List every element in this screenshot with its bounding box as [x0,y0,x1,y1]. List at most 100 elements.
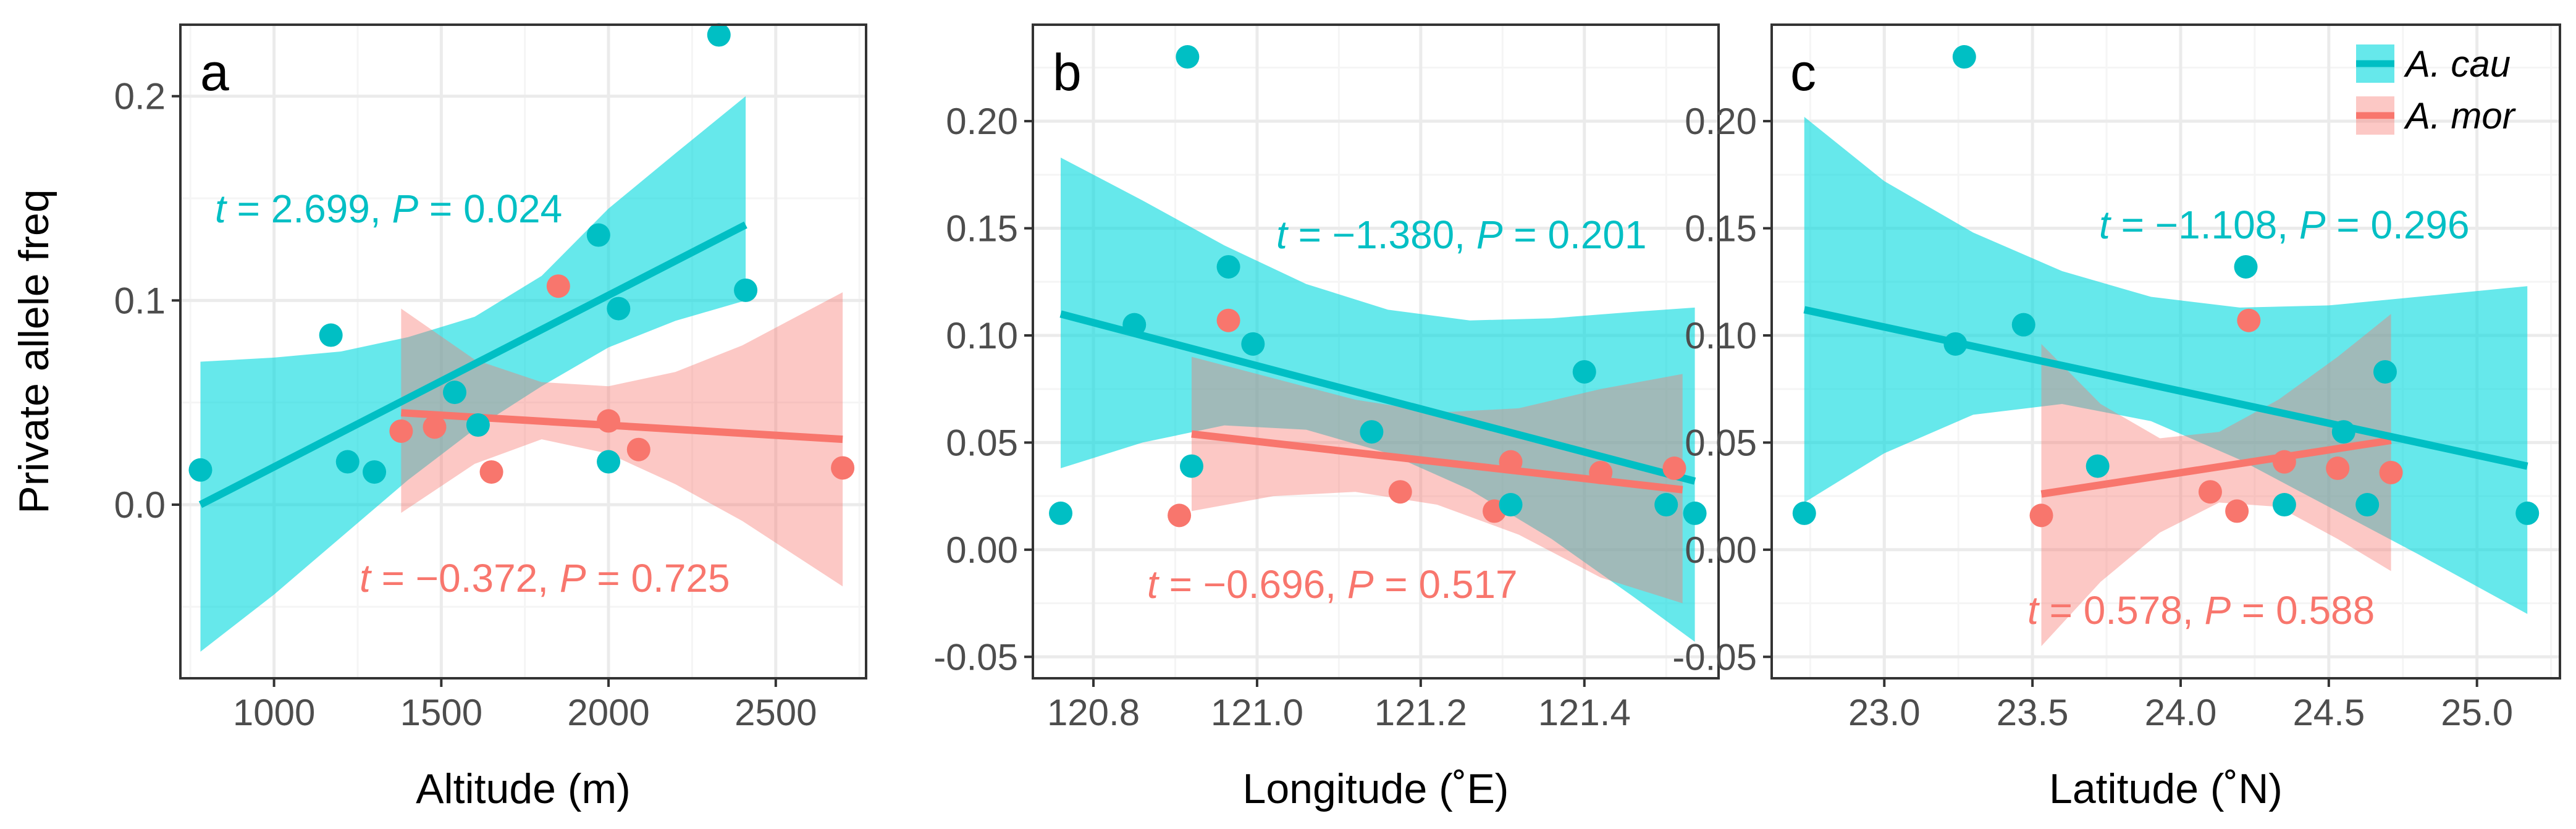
panel-c-point-mor [2326,457,2350,481]
panel-a-y-tick-label: 0.1 [114,280,166,321]
panel-c-point-cau [2331,420,2355,444]
panel-b-x-tick-label: 121.4 [1538,692,1631,733]
panel-a-point-mor [389,419,413,443]
panel-a-x-tick-label: 2000 [567,692,649,733]
panel-a-point-cau [707,23,731,47]
panel-c-x-tick-label: 23.0 [1848,692,1921,733]
panel-a-point-cau [443,381,466,405]
panel-b-y-tick-label: 0.15 [946,208,1018,250]
panel-c-point-cau [2086,454,2110,478]
panel-a: 1000 1500 2000 2500 0.0 0.1 0.2 a t = 2.699, P… [11,23,867,812]
panel-b-point-cau [1360,420,1384,444]
panel-a-x-tick-label: 2500 [734,692,817,733]
panel-c-x-tick-label: 24.5 [2292,692,2365,733]
panel-b-point-cau [1572,360,1596,384]
panel-b-point-cau [1216,255,1240,279]
panel-b-y-tick-label: 0.10 [946,315,1018,356]
panel-b-x-axis-title: Longitude (˚E) [1243,765,1509,812]
panel-c-x-tick-label: 25.0 [2441,692,2513,733]
panel-b-point-cau [1499,493,1523,517]
panel-a-y-axis-title: Private allele freq [11,189,57,513]
panel-a-point-mor [423,415,447,439]
panel-b-x-tick-label: 121.2 [1374,692,1467,733]
panel-c-cau-annotation: t = −1.108, P = 0.296 [2099,203,2470,247]
panel-a-point-cau [586,223,610,247]
panel-c-y-tick-label: -0.05 [1672,636,1757,678]
panel-b-point-mor [1168,503,1192,528]
panel-c-point-cau [1943,332,1968,356]
panel-c-point-cau [2272,493,2296,517]
panel-a-band-mor [401,292,843,587]
panel-a-point-mor [479,460,503,484]
panel-c-point-cau [2515,501,2540,525]
panel-a-x-tick-label: 1000 [233,692,315,733]
panel-a-point-mor [597,409,621,433]
panel-a-point-mor [546,274,570,298]
panel-c: 23.0 23.5 24.0 24.5 25.0 -0.05 0.00 0.05 0.10 0.1… [1672,23,2561,812]
panel-c-y-tick-label: 0.00 [1685,529,1757,571]
panel-b-point-cau [1179,454,1203,478]
panel-b-point-cau [1241,332,1265,356]
panel-c-y-tick-label: 0.20 [1685,101,1757,142]
panel-c-border [1770,23,2561,680]
panel-c-point-mor [2198,480,2222,504]
panel-c-band-mor [2041,314,2391,646]
panel-c-point-cau [2234,255,2258,279]
panel-b-y-tick-label: 0.20 [946,101,1018,142]
panel-c-points [1792,45,2540,528]
panel-c-letter: c [1790,43,1816,101]
panel-b-point-cau [1654,493,1678,517]
panel-c-y-tick-label: 0.05 [1685,422,1757,463]
panel-b-point-cau [1683,501,1707,525]
panel-b-x-tick-label: 121.0 [1211,692,1303,733]
panel-c-fit-lines [1803,306,2528,498]
panel-a-point-cau [466,413,490,437]
panel-c-point-cau [1792,501,1816,525]
legend-label-cau: A. cau [2404,43,2511,85]
panel-a-point-mor [626,437,650,461]
panel-c-point-mor [2029,503,2053,528]
panel-b-y-tick-label: 0.00 [946,529,1018,571]
panel-c-point-cau [2355,493,2380,517]
panel-a-letter: a [200,43,229,101]
panel-a-point-cau [363,460,387,484]
panel-c-y-tick-label: 0.10 [1685,315,1757,356]
panel-b-ticks: 120.8 121.0 121.2 121.4 -0.05 0.00 0.05 0.10 0.1… [933,101,1631,733]
panel-a-point-cau [188,458,213,482]
panel-b-letter: b [1053,43,1082,101]
panel-c-point-mor [2225,499,2249,523]
legend-label-mor: A. mor [2404,95,2516,137]
panel-c-point-cau [2011,313,2035,337]
panel-b-point-mor [1662,457,1686,481]
panel-b-point-cau [1049,501,1073,525]
panel-c-fit-cau [1803,306,2528,470]
panel-b-point-cau [1176,45,1200,69]
panel-c-x-axis-title: Latitude (˚N) [2049,765,2283,812]
panel-a-point-cau [335,450,360,474]
panel-b: 120.8 121.0 121.2 121.4 -0.05 0.00 0.05 0.10 0.1… [933,23,1720,812]
panel-b-y-tick-label: -0.05 [933,636,1018,678]
panel-c-ticks: 23.0 23.5 24.0 24.5 25.0 -0.05 0.00 0.05 0.10 0.1… [1672,101,2513,733]
panel-c-point-cau [1952,45,1976,69]
panel-a-x-axis-title: Altitude (m) [416,765,631,812]
panel-b-mor-annotation: t = −0.696, P = 0.517 [1147,562,1518,607]
panel-a-points [188,23,855,484]
panel-b-point-mor [1388,480,1412,504]
panel-c-mor-annotation: t = 0.578, P = 0.588 [2027,588,2375,633]
panel-a-fit-cau [198,221,747,508]
panel-a-mor-annotation: t = −0.372, P = 0.725 [360,556,730,600]
panel-c-point-cau [2373,360,2397,384]
panel-b-y-tick-label: 0.05 [946,422,1018,463]
panel-a-point-cau [734,278,758,302]
panel-a-y-tick-label: 0.0 [114,484,166,526]
panel-b-points [1049,45,1707,528]
panel-c-x-tick-label: 23.5 [1997,692,2069,733]
panel-c-x-tick-label: 24.0 [2145,692,2217,733]
legend: A. cau A. mor [2356,43,2516,137]
panel-b-band-mor [1191,356,1683,604]
panel-c-point-mor [2272,450,2296,474]
panel-a-ticks: 1000 1500 2000 2500 0.0 0.1 0.2 [114,76,817,733]
panel-a-border [179,23,867,680]
panel-a-y-tick-label: 0.2 [114,76,166,117]
